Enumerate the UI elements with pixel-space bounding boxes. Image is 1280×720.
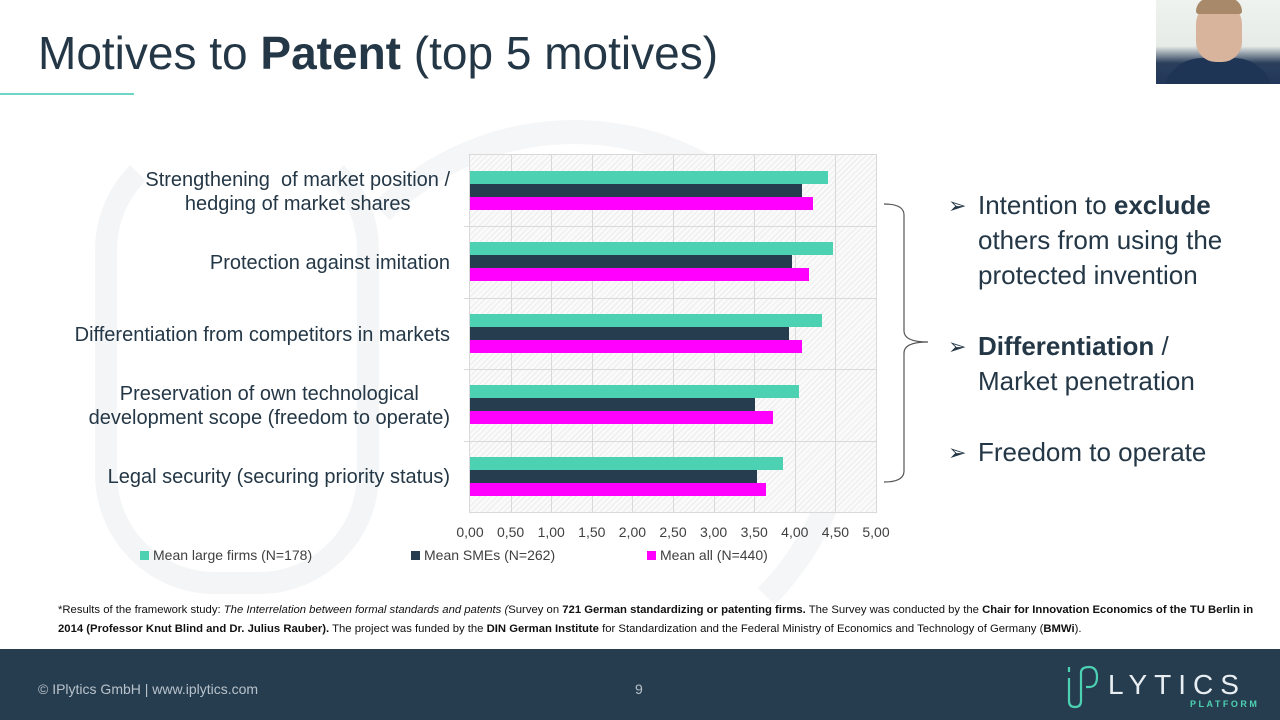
chart-x-tick-label: 1,00 [537,524,565,540]
legend-label: Mean large firms (N=178) [153,547,313,563]
legend-label: Mean all (N=440) [660,547,768,563]
bullet-item: ➢ Freedom to operate [948,435,1248,470]
iplytics-logo: LYTICS PLATFORM [1064,663,1257,711]
chart-bar [470,469,757,483]
chart-bar [470,385,799,399]
chart-category-separator [464,440,876,442]
bullet-list: ➢ Intention to exclude others from using … [948,188,1248,506]
chart-bar [470,184,803,197]
legend-swatch-icon [647,550,656,560]
chart-legend-item: Mean all (N=440) [647,547,768,563]
bullet-text: Differentiation / Market penetration [978,331,1195,396]
chart-bar [470,197,813,210]
bullet-item: ➢ Intention to exclude others from using … [948,188,1248,293]
chart-x-tick-label: 4,00 [781,524,809,540]
chart-category-label: Legal security (securing priority status… [107,466,450,489]
legend-label: Mean SMEs (N=262) [424,547,556,563]
title-bold-text: Patent [260,27,402,79]
chart-bar [470,171,829,184]
slide-footer: © IPlytics GmbH | www.iplytics.com 9 LYT… [0,649,1280,720]
legend-swatch-icon [140,550,149,560]
chart-x-tick-label: 3,50 [740,524,768,540]
bullet-item: ➢ Differentiation / Market penetration [948,329,1248,399]
arrowhead-bullet-icon: ➢ [948,440,967,465]
chart-vertical-gridline [876,155,877,512]
chart-x-tick-label: 2,50 [659,524,687,540]
chart-category-label: Strengthening of market position / hedgin… [145,168,450,215]
chart-category-separator [464,369,876,371]
footer-copyright: © IPlytics GmbH | www.iplytics.com [38,681,259,697]
chart-vertical-gridline [794,155,796,512]
curly-brace-icon [883,203,929,483]
title-text-suffix: (top 5 motives) [401,27,719,79]
page-title: Motives to Patent (top 5 motives) [38,26,718,80]
logo-wordmark: LYTICS [1108,669,1246,700]
bar-chart-plot-area [464,154,877,513]
chart-bar [470,398,755,412]
iplytics-ip-logo-icon [1067,665,1099,709]
title-text: Motives to [38,27,261,79]
chart-bar [470,411,773,425]
chart-x-tick-label: 1,50 [578,524,606,540]
arrowhead-bullet-icon: ➢ [948,193,967,218]
page-number: 9 [635,681,643,697]
logo-subtitle: PLATFORM [1190,699,1260,709]
arrowhead-bullet-icon: ➢ [948,334,967,359]
chart-x-tick-label: 2,00 [618,524,647,540]
webcam-presenter-hair [1196,0,1242,14]
bullet-text: Intention to exclude others from using t… [978,190,1223,290]
chart-bar [470,242,833,256]
chart-bar [470,255,792,269]
chart-bar [470,456,783,470]
chart-x-tick-label: 0,50 [496,524,525,540]
chart-bar [470,268,809,282]
title-underline [0,93,134,95]
footnote-source: *Results of the framework study: The Int… [58,604,1254,635]
chart-category-label: Differentiation from competitors in mark… [74,323,450,346]
chart-x-tick-label: 4,50 [821,524,850,540]
chart-category-separator [464,297,876,299]
chart-bar [470,326,790,340]
chart-bar [470,339,803,353]
chart-category-label: Preservation of own technological develop… [88,382,450,429]
chart-category-label: Protection against imitation [209,252,450,275]
presenter-webcam-video [1156,0,1280,84]
chart-category-separator [464,226,876,228]
chart-x-tick-label: 3,00 [699,524,728,540]
chart-legend-item: Mean large firms (N=178) [140,547,312,563]
chart-bar [470,482,767,496]
chart-x-tick-label: 5,00 [862,524,890,540]
bullet-text: Freedom to operate [978,437,1207,467]
chart-x-tick-label: 0,00 [456,524,484,540]
legend-swatch-icon [411,550,420,560]
chart-vertical-gridline [835,155,837,512]
chart-legend-item: Mean SMEs (N=262) [411,547,555,563]
chart-bar [470,313,822,327]
